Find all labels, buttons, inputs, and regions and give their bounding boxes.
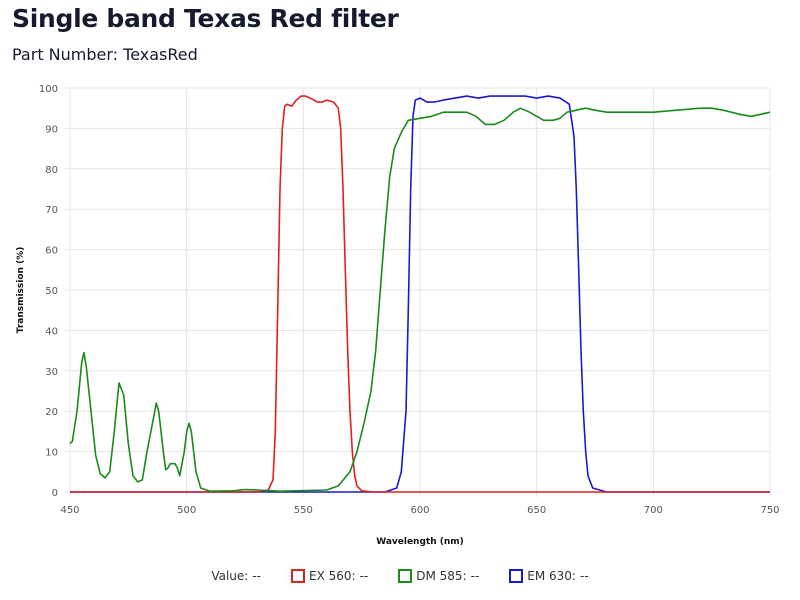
series-lines bbox=[69, 95, 771, 493]
legend-label: EM 630: bbox=[527, 569, 576, 583]
series-line-dm585 bbox=[69, 107, 771, 492]
y-tick-label: 20 bbox=[45, 407, 58, 418]
x-axis-label: Wavelength (nm) bbox=[376, 537, 464, 547]
y-tick-label: 40 bbox=[45, 326, 58, 337]
legend: Value: -- EX 560: -- DM 585: -- EM 630: … bbox=[0, 569, 800, 583]
legend-value: -- bbox=[359, 569, 369, 583]
legend-label: DM 585: bbox=[416, 569, 467, 583]
x-tick-label: 500 bbox=[177, 505, 196, 516]
y-tick-label: 70 bbox=[45, 205, 58, 216]
legend-item-ex560[interactable]: EX 560: -- bbox=[291, 569, 368, 583]
grid bbox=[65, 87, 771, 497]
legend-swatch bbox=[398, 569, 413, 583]
legend-item-dm585[interactable]: DM 585: -- bbox=[398, 569, 479, 583]
x-tick-label: 750 bbox=[760, 505, 779, 516]
legend-value: -- bbox=[470, 569, 480, 583]
part-number: Part Number: TexasRed bbox=[12, 45, 198, 64]
legend-item-em630[interactable]: EM 630: -- bbox=[509, 569, 589, 583]
chart: 0 10 20 30 40 50 60 70 80 90 100 450 500 550 600 650 700… bbox=[16, 84, 780, 547]
x-tick-label: 600 bbox=[410, 505, 429, 516]
y-tick-label: 80 bbox=[45, 165, 58, 176]
series-line-ex560 bbox=[70, 95, 770, 493]
y-tick-label: 50 bbox=[45, 286, 58, 297]
x-tick-label: 550 bbox=[294, 505, 313, 516]
legend-swatch bbox=[509, 569, 524, 583]
series-line-em630 bbox=[70, 95, 770, 493]
tick-labels: 0 10 20 30 40 50 60 70 80 90 100 450 500 550 600 650 700… bbox=[39, 84, 780, 516]
x-tick-label: 650 bbox=[527, 505, 546, 516]
x-tick-label: 450 bbox=[60, 505, 79, 516]
legend-swatch bbox=[291, 569, 305, 583]
y-tick-label: 0 bbox=[52, 488, 58, 499]
value-label: Value: bbox=[211, 569, 249, 583]
y-tick-label: 30 bbox=[45, 367, 58, 378]
y-tick-label: 10 bbox=[45, 448, 58, 459]
legend-label: EX 560: bbox=[309, 569, 356, 583]
y-axis-label: Transmission (%) bbox=[16, 247, 26, 334]
y-tick-label: 90 bbox=[45, 124, 58, 135]
y-tick-label: 60 bbox=[45, 246, 58, 257]
y-tick-label: 100 bbox=[39, 84, 58, 95]
legend-value: Value: -- bbox=[211, 569, 261, 583]
x-tick-label: 700 bbox=[644, 505, 663, 516]
value-readout: -- bbox=[252, 569, 261, 583]
page-title: Single band Texas Red filter bbox=[12, 4, 399, 33]
legend-value: -- bbox=[579, 569, 589, 583]
